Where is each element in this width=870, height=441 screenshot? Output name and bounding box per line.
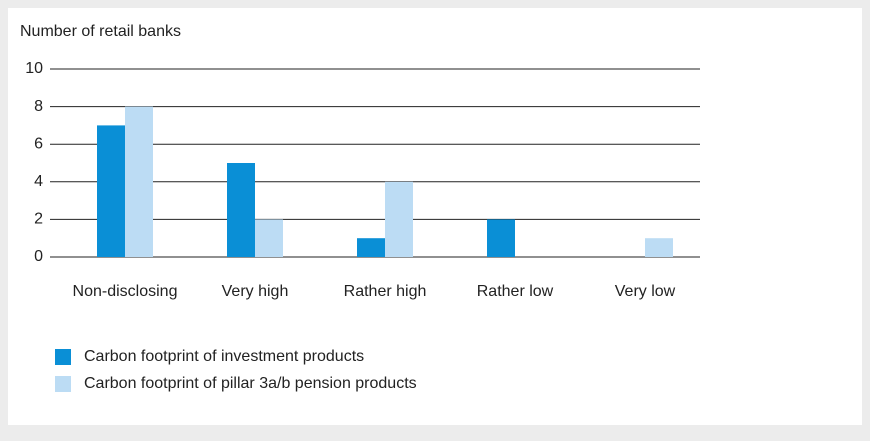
y-axis-title: Number of retail banks (20, 23, 181, 40)
legend-swatch (55, 349, 71, 365)
bar (227, 163, 255, 257)
y-tick-label: 4 (34, 173, 43, 190)
x-tick-label: Very low (615, 283, 676, 300)
bar (357, 238, 385, 257)
bar (487, 219, 515, 257)
bar (97, 125, 125, 258)
x-tick-label: Non-disclosing (73, 283, 178, 300)
y-tick-label: 10 (25, 60, 43, 77)
bar (385, 181, 413, 257)
y-tick-label: 0 (34, 248, 43, 265)
y-tick-label: 2 (34, 211, 43, 228)
legend-swatch (55, 376, 71, 392)
y-tick-label: 6 (34, 135, 43, 152)
bar (645, 238, 673, 257)
y-tick-label: 8 (34, 98, 43, 115)
legend-label: Carbon footprint of investment products (84, 348, 364, 365)
bar (125, 106, 153, 257)
x-tick-label: Rather high (344, 283, 427, 300)
bar (255, 219, 283, 257)
x-tick-label: Very high (222, 283, 289, 300)
legend-label: Carbon footprint of pillar 3a/b pension … (84, 375, 417, 392)
x-tick-label: Rather low (477, 283, 554, 300)
